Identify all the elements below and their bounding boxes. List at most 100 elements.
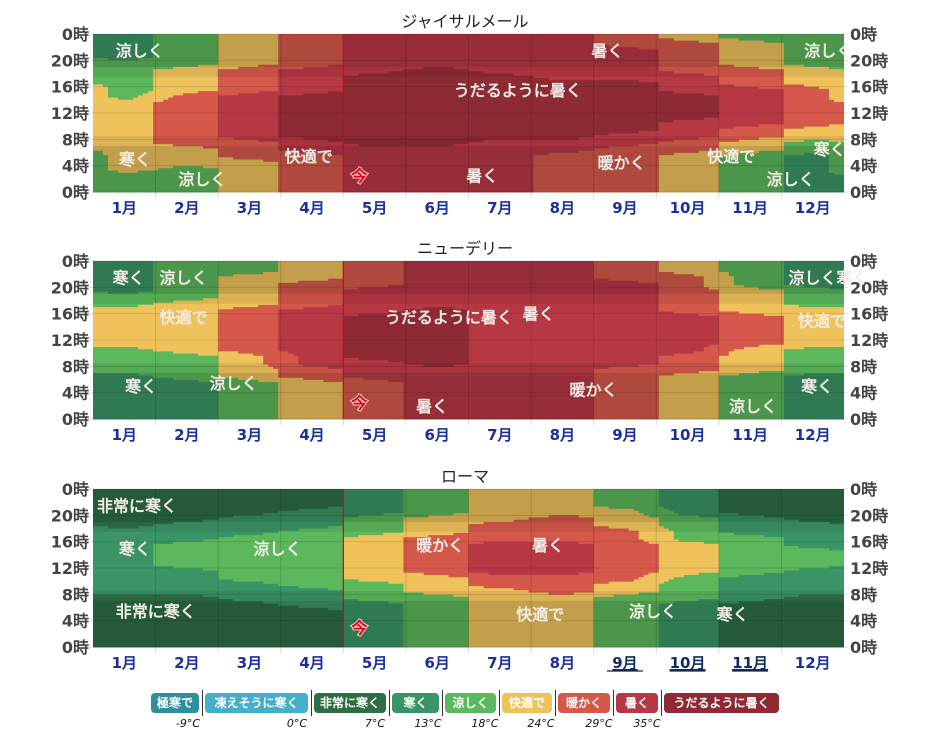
y-tick-left: 12時 — [51, 559, 89, 578]
band-label: 寒く — [124, 377, 157, 396]
y-tick-left: 8時 — [62, 130, 89, 149]
x-tick-month: 9月 — [612, 426, 637, 444]
twilight-shade-evening — [93, 293, 844, 304]
x-tick-month: 3月 — [237, 654, 262, 672]
y-tick-left: 0時 — [62, 252, 89, 271]
y-tick-left: 12時 — [51, 331, 89, 350]
legend: 極寒で 凍えそうに寒く 非常に寒く 寒く 涼しく 快適で 暖かく 暑く うだるように暑く -9°C… — [0, 690, 930, 742]
y-tick-right: 20時 — [850, 278, 888, 297]
y-tick-left: 4時 — [62, 384, 89, 403]
x-tick-month: 5月 — [362, 654, 387, 672]
y-tick-left: 20時 — [51, 506, 89, 525]
contour-layers — [93, 261, 844, 420]
y-tick-right: 16時 — [850, 305, 888, 324]
y-tick-left: 16時 — [51, 533, 89, 552]
legend-threshold: 0°C — [286, 717, 308, 730]
band-label: 寒く — [118, 150, 151, 169]
twilight-shade-morning — [93, 363, 844, 373]
chart-plot: 今 0時 0時 20時 20時 16時 16時 12時 12時 8時 8時 4時 4時 0時 0時 1月 2月 3… — [51, 252, 889, 444]
y-tick-right: 16時 — [850, 533, 888, 552]
band-hot — [278, 261, 719, 420]
x-tick-month[interactable]: 10月 — [670, 654, 706, 672]
chart-rome: ローマ 今 0時 0時 20時 20時 16時 16時 12時 12時 8時 8時 4時 4時 0時 0時 1… — [0, 463, 930, 673]
band-label: うだるように暑く — [385, 308, 513, 327]
band-label: 涼しく — [178, 170, 226, 189]
legend-item-warm: 暖かく — [558, 693, 610, 713]
night-shade-morning — [93, 600, 844, 647]
night-shade-evening — [93, 489, 844, 522]
band-label: 暑く — [465, 167, 498, 186]
y-tick-left: 0時 — [62, 25, 89, 44]
band-hot — [468, 541, 594, 575]
y-tick-right: 12時 — [850, 559, 888, 578]
twilight-shade-evening — [93, 521, 844, 532]
legend-separator — [554, 690, 556, 716]
legend-separator — [498, 690, 500, 716]
band-label: 快適で — [707, 147, 755, 166]
legend-item-very_cold: 非常に寒く — [314, 693, 386, 713]
x-tick-month: 6月 — [424, 654, 449, 672]
y-tick-right: 0時 — [850, 252, 877, 271]
y-tick-right: 4時 — [850, 612, 877, 631]
x-tick-month: 3月 — [237, 199, 262, 217]
x-tick-month: 1月 — [112, 426, 137, 444]
band-label: うだるように暑く — [454, 81, 582, 100]
y-tick-right: 0時 — [850, 25, 877, 44]
x-tick-month: 4月 — [299, 426, 324, 444]
now-label: 今 — [350, 394, 367, 413]
y-tick-left: 12時 — [51, 104, 89, 123]
legend-threshold: 29°C — [585, 717, 613, 730]
x-tick-month: 1月 — [112, 654, 137, 672]
band-sweltering — [343, 307, 469, 367]
y-tick-right: 0時 — [850, 480, 877, 499]
legend-item-hot: 暑く — [616, 693, 658, 713]
band-label: 涼しく — [253, 539, 301, 558]
y-tick-left: 4時 — [62, 157, 89, 176]
y-tick-left: 8時 — [62, 357, 89, 376]
y-tick-left: 16時 — [51, 78, 89, 97]
x-tick-month: 2月 — [174, 654, 199, 672]
x-tick-month: 5月 — [362, 199, 387, 217]
legend-threshold: -9°C — [175, 717, 201, 730]
x-tick-month: 1月 — [112, 199, 137, 217]
band-label: 暑く — [415, 397, 448, 416]
y-tick-right: 4時 — [850, 157, 877, 176]
band-label: 暑く — [531, 536, 564, 555]
y-tick-right: 8時 — [850, 357, 877, 376]
band-label: 快適で — [798, 311, 846, 330]
legend-item-extreme_cold: 極寒で — [151, 693, 199, 713]
x-tick-month: 7月 — [487, 654, 512, 672]
twilight-shade-morning — [93, 136, 844, 146]
x-tick-month: 8月 — [550, 426, 575, 444]
legend-threshold: 24°C — [527, 717, 555, 730]
legend-separator — [310, 690, 312, 716]
night-shade-morning — [93, 372, 844, 419]
x-tick-month: 5月 — [362, 426, 387, 444]
legend-threshold: 13°C — [414, 717, 442, 730]
legend-threshold: 18°C — [471, 717, 499, 730]
x-tick-month: 6月 — [424, 199, 449, 217]
band-label: 暖かく — [570, 380, 618, 399]
x-tick-month: 4月 — [299, 654, 324, 672]
x-tick-month: 7月 — [487, 199, 512, 217]
x-tick-month[interactable]: 9月 — [612, 654, 637, 672]
x-tick-month: 12月 — [795, 654, 831, 672]
y-tick-left: 4時 — [62, 612, 89, 631]
chart-title: ニューデリー — [416, 239, 513, 258]
band-label: 寒く — [813, 140, 846, 159]
twilight-shade-evening — [93, 66, 844, 77]
contour-layers — [93, 489, 845, 648]
legend-threshold: 7°C — [364, 717, 386, 730]
band-label: 涼しく — [729, 397, 777, 416]
y-tick-right: 20時 — [850, 506, 888, 525]
y-tick-right: 8時 — [850, 585, 877, 604]
band-label: 非常に寒く — [97, 496, 177, 515]
band-sweltering — [278, 66, 719, 147]
y-tick-left: 0時 — [62, 638, 89, 657]
chart-plot: 今 0時 0時 20時 20時 16時 16時 12時 12時 8時 8時 4時 4時 0時 0時 1月 2月 3… — [51, 25, 889, 217]
chart-title: ジャイサルメール — [401, 12, 529, 31]
band-label: 涼しく寒く — [789, 268, 869, 287]
x-tick-month[interactable]: 11月 — [732, 654, 768, 672]
y-tick-left: 0時 — [62, 410, 89, 429]
band-label: 涼しく — [210, 374, 258, 393]
